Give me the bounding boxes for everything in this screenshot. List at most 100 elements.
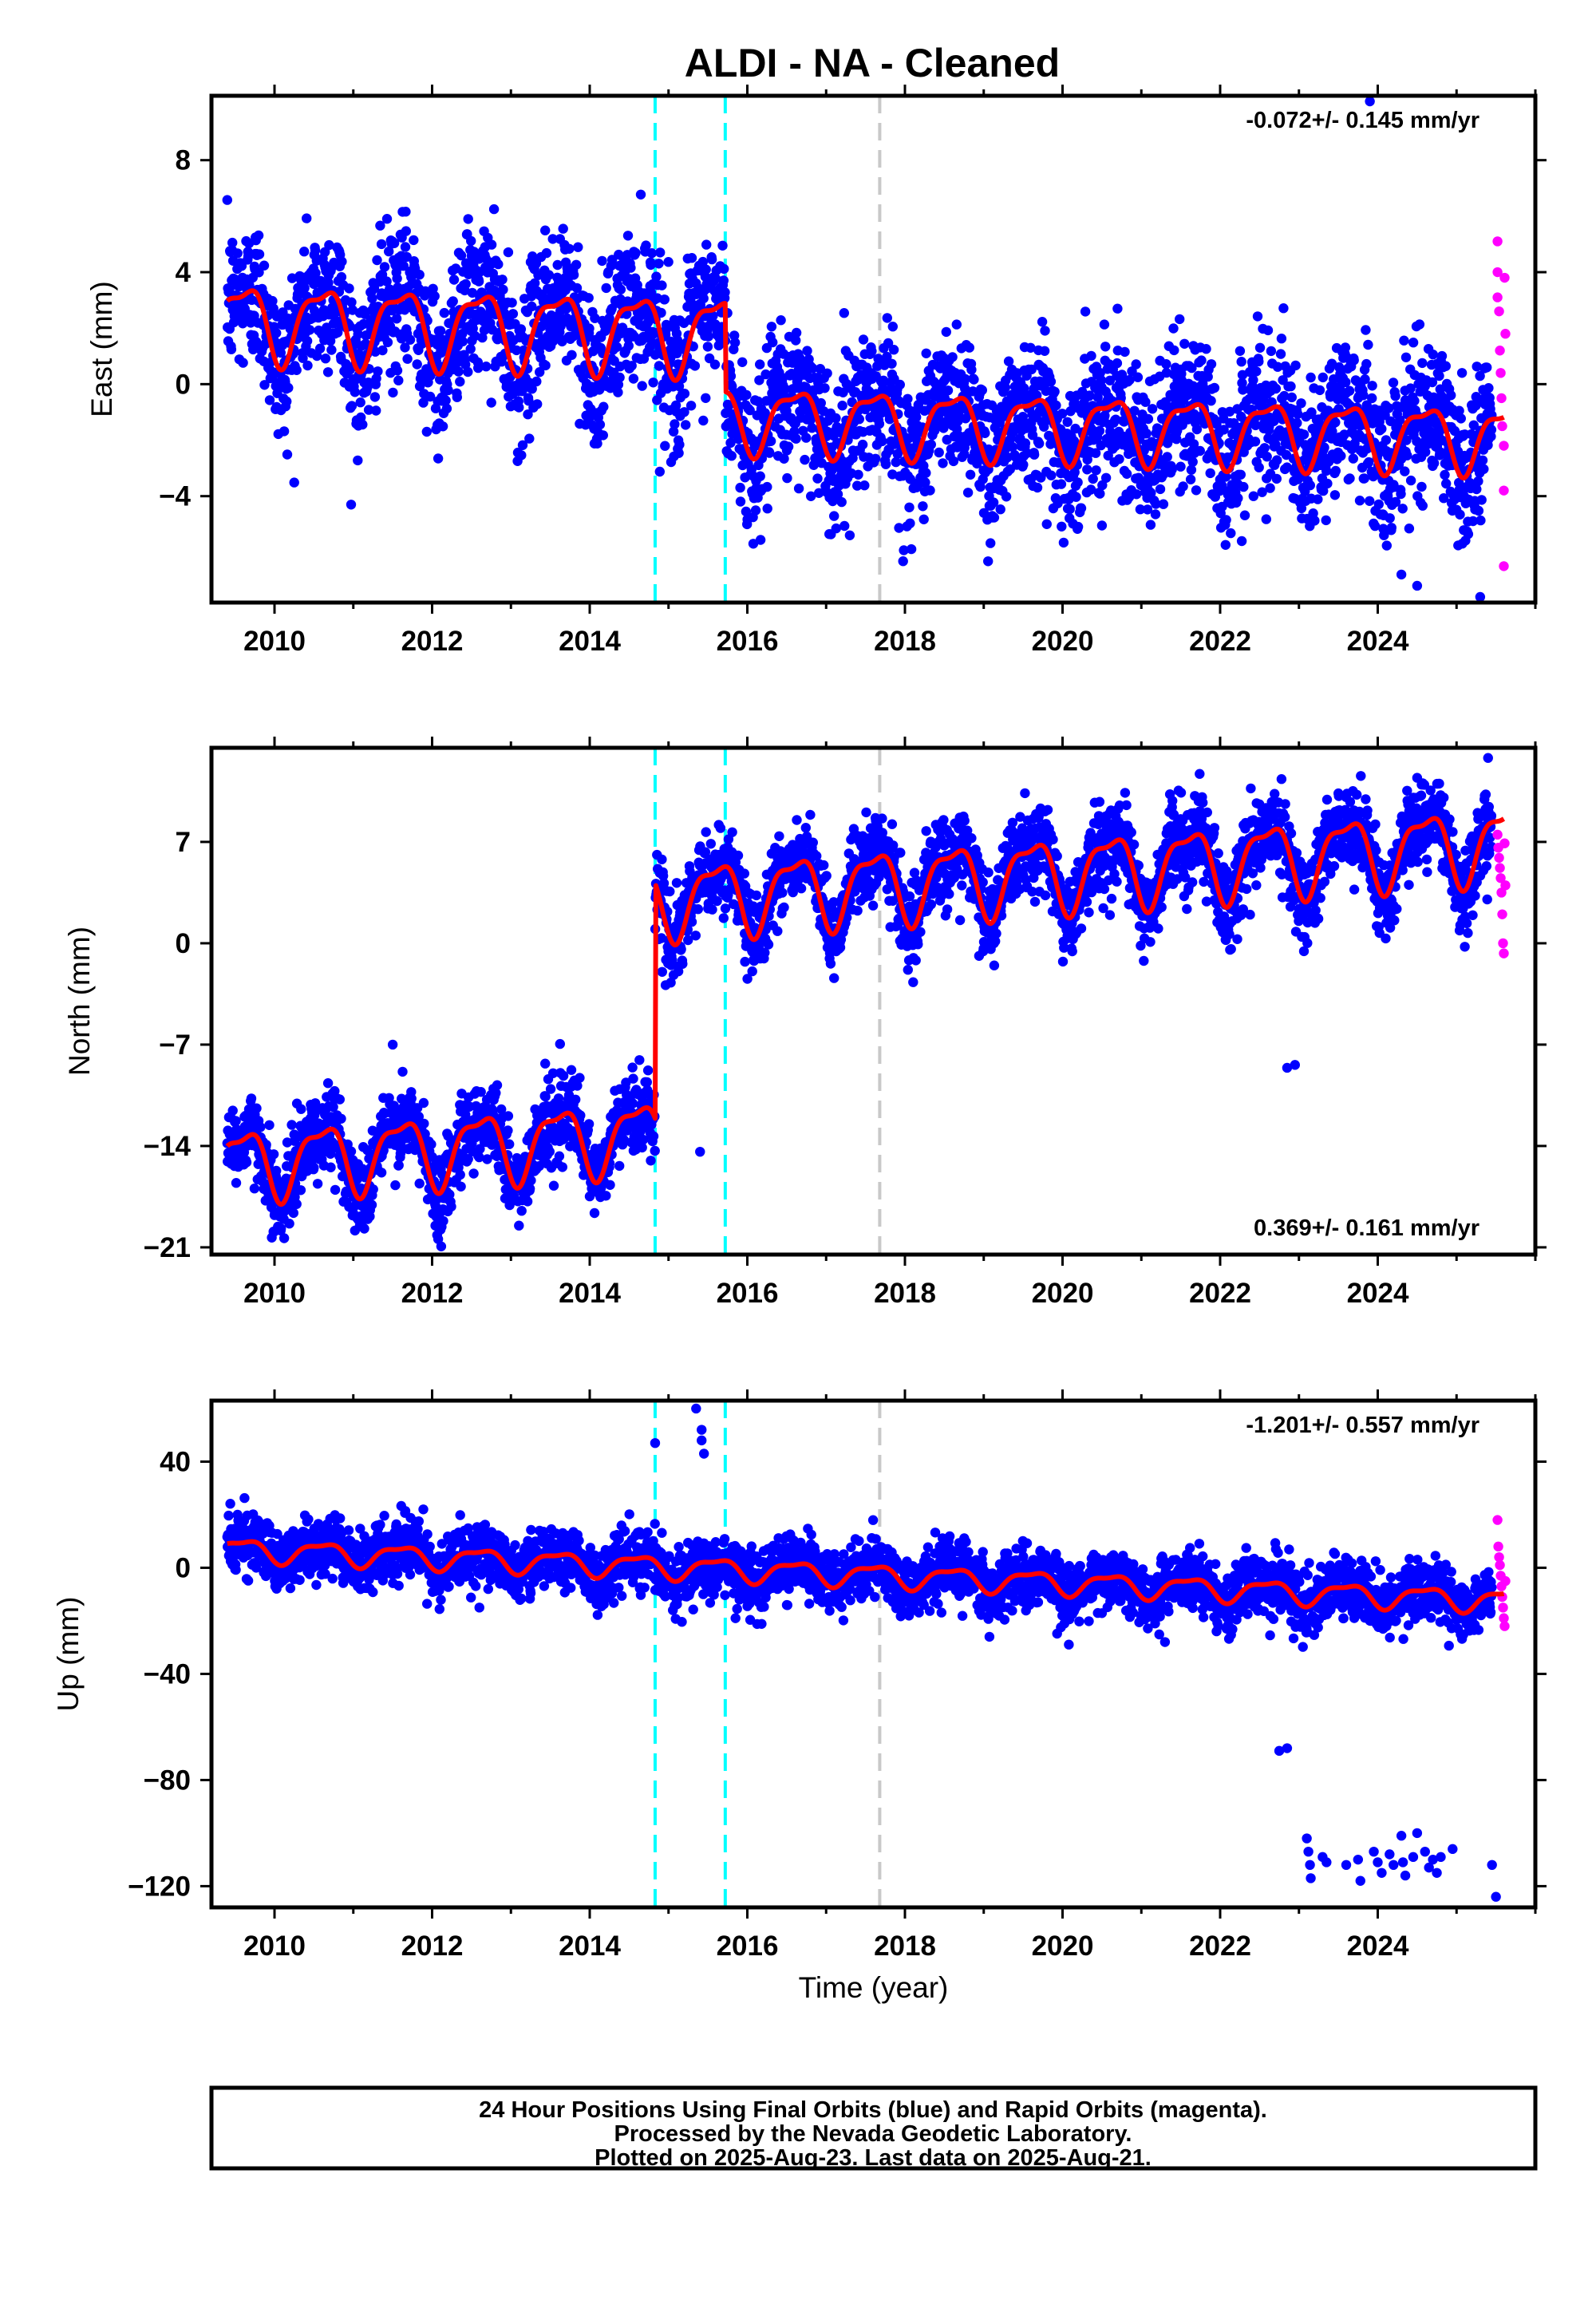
final-orbit-point: [275, 347, 286, 358]
final-orbit-point: [298, 353, 308, 363]
final-orbit-point: [226, 344, 237, 354]
final-orbit-point: [312, 350, 322, 362]
final-orbit-point: [439, 307, 449, 318]
final-orbit-point: [847, 397, 857, 408]
final-orbit-point: [1266, 346, 1277, 357]
final-orbit-point: [700, 271, 711, 282]
final-orbit-point: [488, 204, 500, 215]
final-orbit-point: [1057, 521, 1067, 532]
final-orbit-point: [1262, 325, 1274, 336]
final-orbit-point: [1049, 386, 1060, 397]
final-orbit-point: [418, 1097, 429, 1109]
final-orbit-point: [655, 247, 666, 258]
final-orbit-point: [762, 481, 772, 492]
final-orbit-point: [522, 1196, 533, 1207]
final-orbit-point: [438, 1215, 448, 1227]
final-orbit-point: [333, 327, 343, 338]
final-orbit-point: [376, 239, 387, 250]
final-orbit-point: [872, 361, 883, 371]
final-orbit-point: [540, 360, 551, 371]
final-orbit-point: [595, 419, 606, 430]
final-orbit-point: [1001, 492, 1012, 502]
final-orbit-point: [646, 1156, 656, 1166]
final-orbit-point: [630, 247, 641, 259]
final-orbit-point: [246, 1093, 257, 1104]
final-orbit-point: [497, 275, 508, 285]
final-orbit-point: [1396, 488, 1406, 500]
final-orbit-point: [1388, 377, 1399, 388]
final-orbit-point: [355, 397, 365, 408]
final-orbit-point: [441, 403, 452, 414]
final-orbit-point: [605, 1180, 615, 1191]
final-orbit-point: [409, 235, 419, 246]
final-orbit-point: [1150, 509, 1161, 520]
final-orbit-point: [1472, 362, 1482, 372]
final-orbit-point: [654, 361, 665, 371]
final-orbit-point: [1471, 401, 1481, 411]
final-orbit-point: [346, 1146, 357, 1156]
final-orbit-point: [822, 368, 832, 378]
final-orbit-point: [962, 488, 974, 498]
final-orbit-point: [540, 1091, 551, 1102]
final-orbit-point: [1195, 445, 1206, 456]
final-orbit-point: [1086, 350, 1096, 362]
final-orbit-point: [1449, 425, 1460, 437]
rapid-orbit-point: [1500, 329, 1511, 339]
final-orbit-point: [628, 1073, 638, 1084]
final-orbit-point: [554, 1151, 565, 1161]
final-orbit-point: [236, 261, 247, 271]
final-orbit-point: [1298, 429, 1310, 440]
final-orbit-point: [1318, 485, 1329, 496]
final-orbit-point: [983, 556, 994, 567]
final-orbit-point: [831, 413, 841, 424]
final-orbit-point: [874, 418, 885, 429]
final-orbit-point: [1361, 400, 1372, 410]
final-orbit-point: [1428, 350, 1439, 360]
final-orbit-point: [552, 259, 563, 271]
final-orbit-point: [254, 249, 265, 259]
final-orbit-point: [1046, 470, 1057, 480]
final-orbit-point: [1094, 425, 1105, 437]
final-orbit-point: [762, 504, 772, 514]
final-orbit-point: [498, 284, 508, 295]
final-orbit-point: [1142, 504, 1153, 515]
final-orbit-point: [466, 235, 476, 247]
final-orbit-point: [400, 242, 411, 252]
plot-content: [222, 748, 1511, 1255]
final-orbit-point: [1436, 350, 1448, 362]
final-orbit-point: [328, 1101, 338, 1113]
final-orbit-point: [232, 248, 243, 259]
final-orbit-point: [299, 283, 310, 294]
final-orbit-point: [555, 1038, 565, 1049]
final-orbit-point: [1364, 456, 1374, 468]
final-orbit-point: [702, 342, 713, 352]
final-orbit-point: [264, 395, 275, 405]
final-orbit-point: [1092, 392, 1103, 402]
final-orbit-point: [750, 505, 761, 516]
final-orbit-point: [475, 1144, 485, 1154]
final-orbit-point: [558, 223, 568, 234]
final-orbit-point: [780, 384, 790, 394]
final-orbit-point: [783, 441, 794, 452]
final-orbit-point: [1286, 381, 1296, 392]
final-orbit-point: [708, 310, 718, 321]
final-orbit-point: [709, 359, 721, 370]
final-orbit-point: [1020, 438, 1031, 449]
final-orbit-point: [791, 335, 801, 346]
final-orbit-point: [543, 270, 555, 280]
final-orbit-point: [1272, 362, 1283, 372]
final-orbit-point: [1454, 405, 1464, 416]
x-tick-label: 2022: [1189, 626, 1251, 657]
final-orbit-point: [1027, 430, 1038, 441]
final-orbit-point: [302, 360, 313, 371]
final-orbit-point: [1124, 374, 1135, 385]
final-orbit-point: [1473, 476, 1483, 487]
final-orbit-point: [1456, 368, 1468, 378]
final-orbit-point: [1073, 477, 1083, 488]
final-orbit-point: [1167, 464, 1177, 475]
final-orbit-point: [1314, 385, 1325, 396]
final-orbit-point: [1281, 449, 1292, 460]
final-orbit-point: [1333, 404, 1344, 414]
final-orbit-point: [685, 401, 697, 411]
final-orbit-point: [336, 271, 347, 283]
